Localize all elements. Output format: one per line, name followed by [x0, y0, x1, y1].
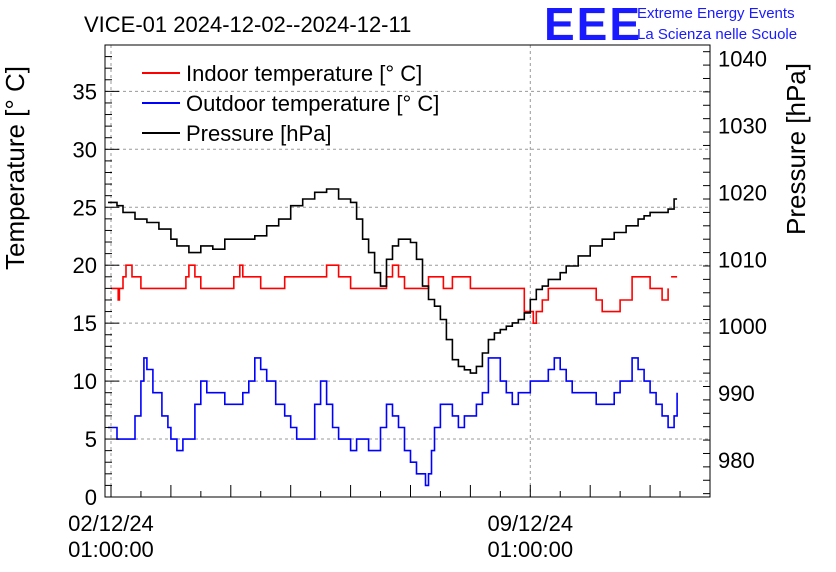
chart-title: VICE-01 2024-12-02--2024-12-11: [84, 12, 411, 37]
outdoor-temperature-line: [108, 357, 678, 487]
plot-frame: [104, 44, 711, 498]
legend-outdoor: Outdoor temperature [° C]: [142, 91, 439, 116]
x-tick-time: 01:00:00: [68, 537, 154, 562]
legend-indoor: Indoor temperature [° C]: [142, 61, 422, 86]
y2-tick-label: 1030: [718, 113, 767, 138]
axes-layer: 0 5 10 15 20 25 30 35 980 990 1000 1010 1020 1030 1040…: [68, 44, 767, 562]
legend-pressure: Pressure [hPa]: [142, 121, 332, 146]
legend-label: Outdoor temperature [° C]: [186, 91, 439, 116]
y-tick-label: 10: [73, 369, 97, 394]
y2-tick-label: 1040: [718, 46, 767, 71]
y-tick-label: 35: [73, 79, 97, 104]
x-tick-time: 01:00:00: [487, 537, 573, 562]
x-tick-date: 02/12/24: [68, 511, 154, 536]
x-tick-date: 09/12/24: [487, 511, 573, 536]
series-layer: [108, 188, 678, 487]
pressure-line: [108, 188, 678, 374]
y-tick-label: 30: [73, 137, 97, 162]
y2-tick-label: 1010: [718, 247, 767, 272]
eee-logo: EEE Extreme Energy Events La Scienza nel…: [544, 0, 797, 50]
y-tick-label: 0: [85, 485, 97, 510]
y-tick-label: 25: [73, 195, 97, 220]
eee-logo-line1: Extreme Energy Events: [637, 5, 795, 22]
y2-tick-label: 980: [718, 448, 755, 473]
y-axis-label: Temperature [° C]: [0, 66, 30, 270]
y-tick-label: 5: [85, 427, 97, 452]
eee-logo-mark: EEE: [544, 0, 642, 50]
y2-tick-label: 1020: [718, 180, 767, 205]
legend-label: Indoor temperature [° C]: [186, 61, 422, 86]
grid-layer: [105, 45, 710, 497]
y2-tick-label: 1000: [718, 314, 767, 339]
indoor-temperature-line: [111, 264, 669, 324]
legend-label: Pressure [hPa]: [186, 121, 332, 146]
legend: Indoor temperature [° C] Outdoor temperat…: [142, 61, 439, 146]
y2-axis-label: Pressure [hPa]: [781, 63, 811, 235]
eee-logo-line2: La Scienza nelle Scuole: [637, 26, 797, 43]
y-tick-label: 15: [73, 311, 97, 336]
y-tick-label: 20: [73, 253, 97, 278]
y2-tick-label: 990: [718, 381, 755, 406]
